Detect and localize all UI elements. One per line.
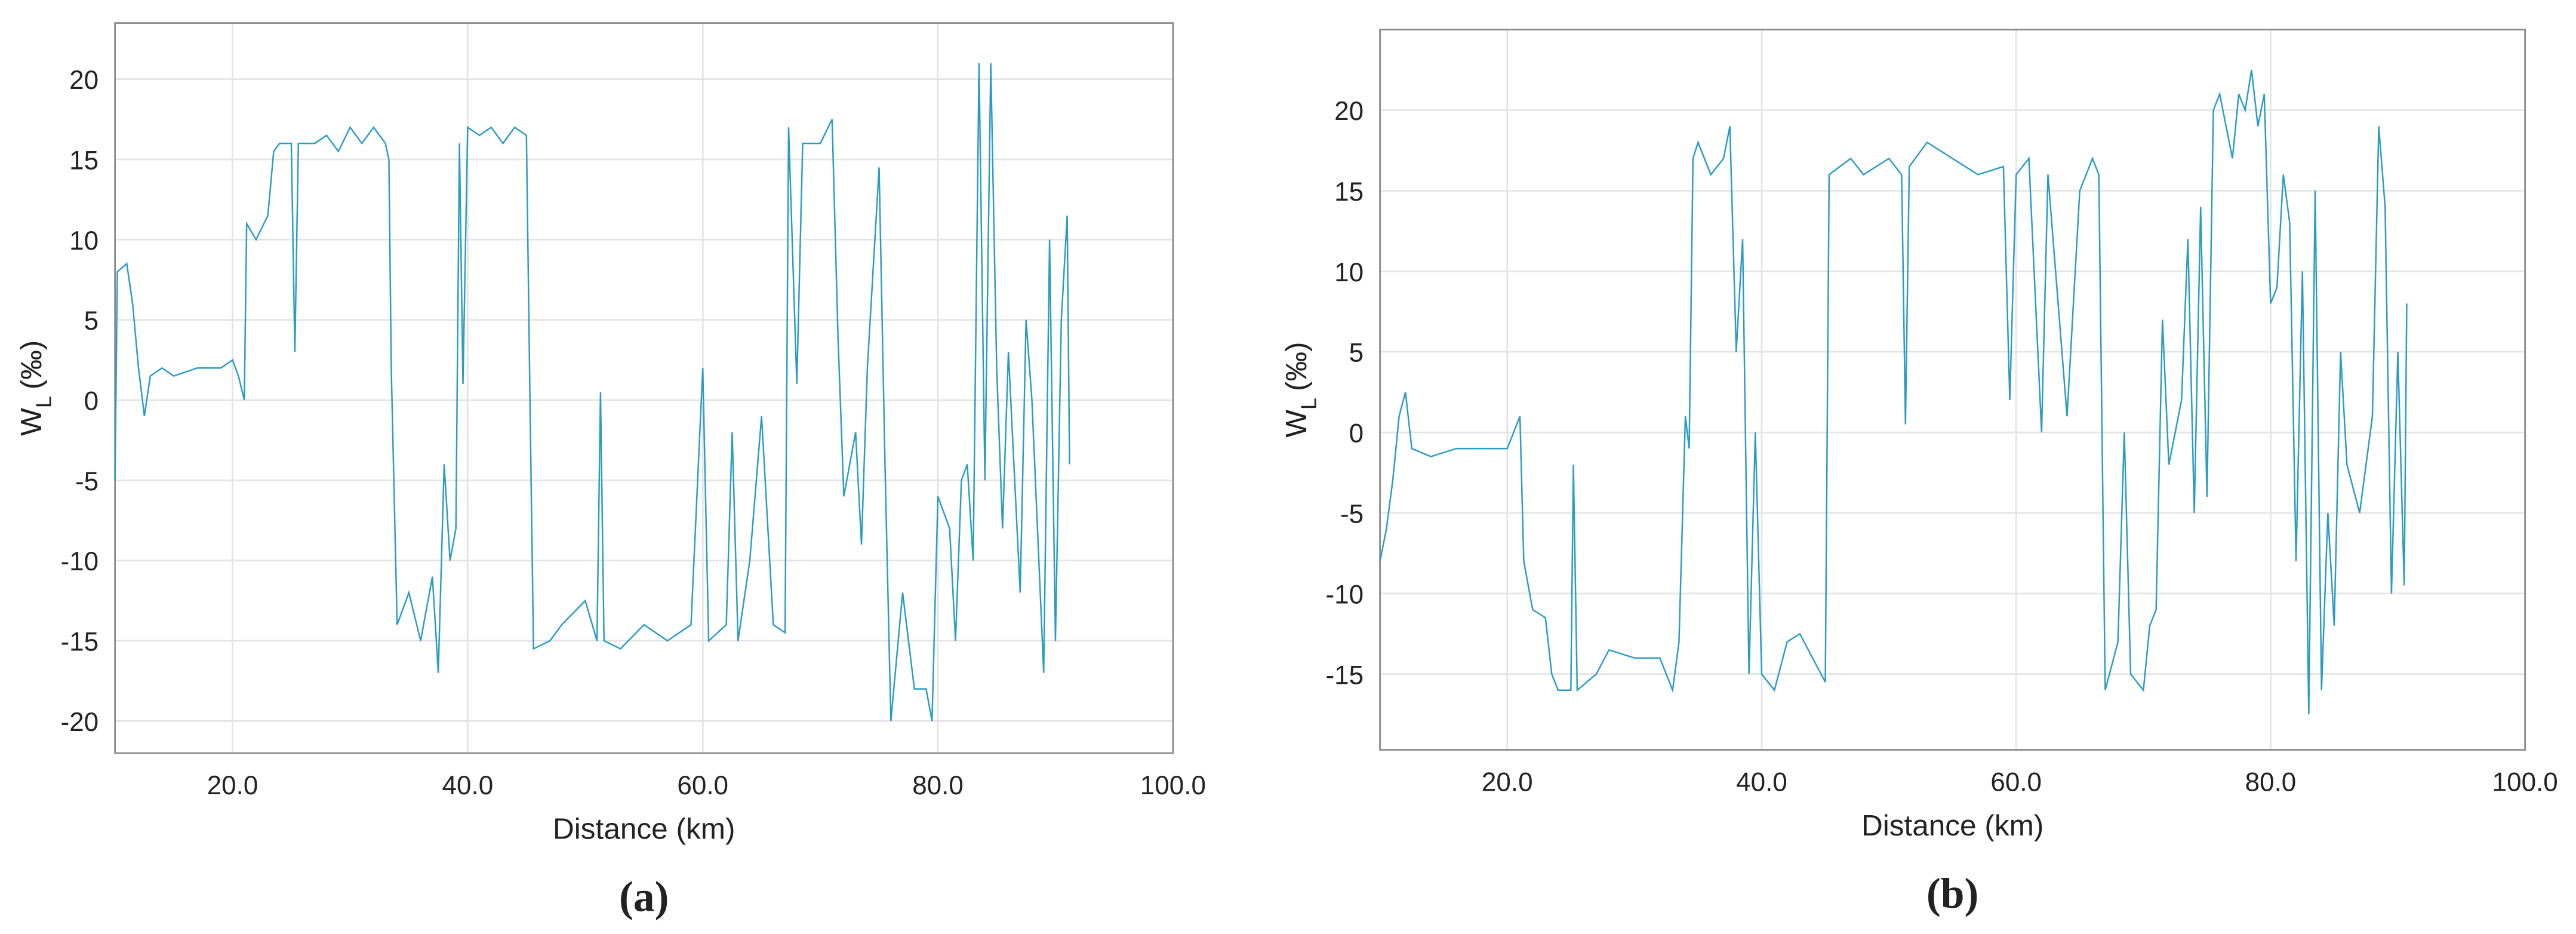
- y-label-main: W: [15, 408, 48, 436]
- y-tick-label: 5: [1349, 339, 1364, 368]
- y-label-unit: (‰): [15, 340, 48, 390]
- x-tick-label: 60.0: [677, 771, 728, 800]
- panel-label: (a): [619, 873, 669, 920]
- data-line: [114, 63, 1070, 721]
- x-tick-label: 80.0: [912, 771, 964, 800]
- plot: 20.0 40.0 60.0 80.0 100.0 -20 -15 -10 -5 0 5 10 15 20…: [15, 22, 1206, 920]
- y-label-sub: L: [32, 396, 56, 408]
- y-tick-label: 15: [69, 146, 99, 175]
- x-tick-label: 40.0: [442, 771, 494, 800]
- y-tick-label: -5: [1340, 499, 1364, 529]
- axes-box: [114, 22, 1174, 754]
- x-axis-label: Distance (km): [1861, 809, 2043, 842]
- x-tick-label: 20.0: [1482, 767, 1533, 797]
- x-tick-label: 80.0: [2245, 767, 2297, 797]
- y-tick-label: 20: [69, 66, 99, 95]
- y-tick-label: 10: [69, 226, 99, 256]
- y-tick-label: 10: [1334, 258, 1364, 287]
- y-tick-label: -20: [60, 708, 99, 737]
- axes-box: [1379, 29, 2526, 751]
- plot: 20.0 40.0 60.0 80.0 100.0 -15 -10 -5 0 5 10 15 20 Dis…: [1280, 29, 2558, 917]
- x-axis-label: Distance (km): [553, 812, 735, 845]
- y-tick-label: -5: [75, 467, 99, 496]
- y-label-main: W: [1280, 410, 1313, 438]
- y-tick-label: 0: [1349, 419, 1364, 448]
- x-tick-label: 20.0: [207, 771, 258, 800]
- y-tick-label: 5: [84, 306, 99, 336]
- y-tick-label: -10: [1325, 580, 1364, 609]
- y-tick-label: -15: [60, 628, 99, 657]
- x-tick-label: 100.0: [2492, 767, 2558, 797]
- y-tick-label: -15: [1325, 660, 1364, 690]
- y-axis-label: WL (‰): [1280, 342, 1321, 437]
- y-label-sub: L: [1297, 398, 1321, 410]
- x-tick-label: 100.0: [1140, 771, 1206, 800]
- y-tick-label: 15: [1334, 177, 1364, 207]
- y-label-unit: (‰): [1280, 342, 1313, 391]
- data-line: [1379, 69, 2408, 715]
- y-tick-label: 20: [1334, 97, 1364, 126]
- y-axis-label: WL (‰): [15, 340, 56, 436]
- y-tick-label: 0: [84, 386, 99, 416]
- x-tick-label: 60.0: [1990, 767, 2042, 797]
- panel-label: (b): [1926, 870, 1978, 917]
- x-tick-label: 40.0: [1736, 767, 1787, 797]
- y-tick-label: -10: [60, 547, 99, 576]
